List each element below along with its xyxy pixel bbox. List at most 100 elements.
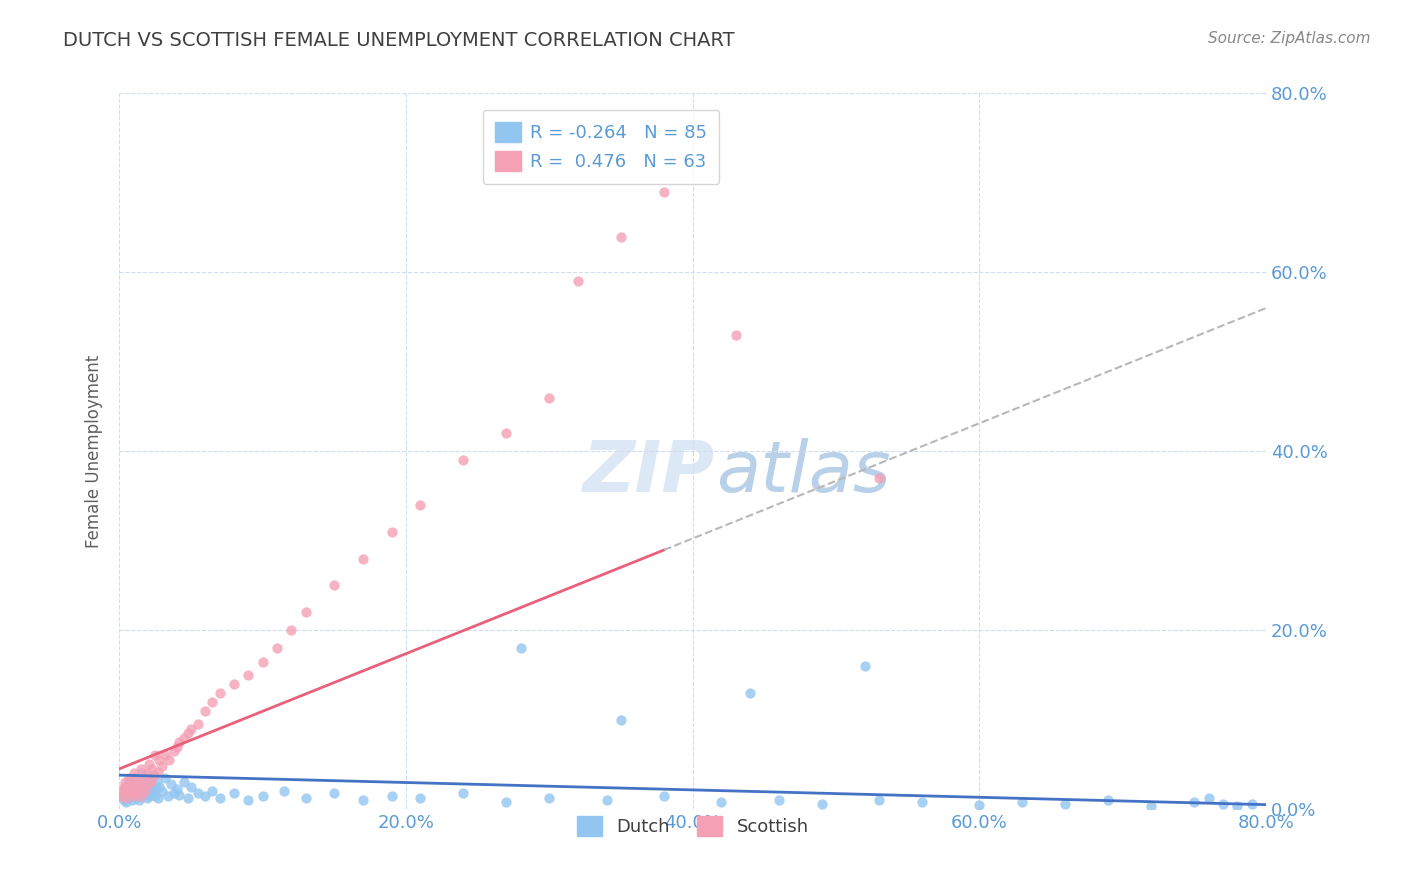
Point <box>166 739 188 754</box>
Point <box>148 780 170 794</box>
Point <box>146 791 169 805</box>
Point <box>169 788 191 802</box>
Point <box>125 786 148 800</box>
Point <box>124 784 146 798</box>
Point <box>129 782 152 797</box>
Point <box>163 744 186 758</box>
Text: DUTCH VS SCOTTISH FEMALE UNEMPLOYMENT CORRELATION CHART: DUTCH VS SCOTTISH FEMALE UNEMPLOYMENT CO… <box>63 31 735 50</box>
Point <box>187 786 209 800</box>
Point <box>150 784 173 798</box>
Point <box>352 793 374 807</box>
Point <box>139 777 162 791</box>
Point <box>194 789 217 803</box>
Point <box>153 748 176 763</box>
Point <box>768 793 790 807</box>
Point <box>538 391 561 405</box>
Point <box>150 759 173 773</box>
Point <box>495 426 517 441</box>
Point <box>127 789 149 803</box>
Point <box>122 789 145 803</box>
Point <box>252 655 274 669</box>
Point <box>201 784 224 798</box>
Point <box>135 791 157 805</box>
Point <box>381 789 404 803</box>
Text: Source: ZipAtlas.com: Source: ZipAtlas.com <box>1208 31 1371 46</box>
Text: atlas: atlas <box>716 438 890 508</box>
Point <box>118 771 141 785</box>
Point <box>148 753 170 767</box>
Point <box>118 780 141 794</box>
Point <box>110 784 132 798</box>
Point <box>810 797 832 811</box>
Point <box>120 789 142 803</box>
Point <box>141 786 163 800</box>
Point <box>115 780 138 794</box>
Point <box>127 780 149 794</box>
Point <box>114 775 136 789</box>
Point <box>125 771 148 785</box>
Point <box>136 771 159 785</box>
Point <box>122 788 145 802</box>
Point <box>145 775 167 789</box>
Point <box>124 791 146 805</box>
Point <box>125 773 148 788</box>
Point <box>146 764 169 779</box>
Point <box>187 717 209 731</box>
Point <box>180 722 202 736</box>
Point <box>134 780 156 794</box>
Point <box>132 771 155 785</box>
Point <box>538 791 561 805</box>
Point <box>141 762 163 776</box>
Point <box>610 229 633 244</box>
Point <box>122 766 145 780</box>
Point <box>117 791 139 805</box>
Point <box>868 793 890 807</box>
Point <box>124 782 146 797</box>
Point <box>173 775 195 789</box>
Point <box>156 789 179 803</box>
Point <box>121 777 143 791</box>
Point <box>132 786 155 800</box>
Point <box>135 766 157 780</box>
Point <box>1226 798 1249 813</box>
Point <box>194 704 217 718</box>
Point <box>112 793 135 807</box>
Point <box>127 780 149 794</box>
Point <box>273 784 295 798</box>
Point <box>323 578 346 592</box>
Point <box>201 695 224 709</box>
Point <box>1140 798 1163 813</box>
Point <box>122 771 145 785</box>
Point <box>111 789 134 803</box>
Point <box>911 795 934 809</box>
Point <box>222 677 245 691</box>
Point <box>131 780 153 794</box>
Point <box>1097 793 1119 807</box>
Point <box>323 786 346 800</box>
Point <box>136 777 159 791</box>
Point <box>238 668 260 682</box>
Point <box>453 786 475 800</box>
Point <box>177 791 200 805</box>
Point <box>121 793 143 807</box>
Point <box>125 786 148 800</box>
Point <box>724 327 747 342</box>
Point <box>128 793 150 807</box>
Point <box>142 768 165 782</box>
Point <box>238 793 260 807</box>
Point <box>738 686 761 700</box>
Point <box>117 784 139 798</box>
Point <box>115 795 138 809</box>
Point <box>222 786 245 800</box>
Point <box>652 185 675 199</box>
Point <box>114 786 136 800</box>
Point <box>208 686 231 700</box>
Text: ZIP: ZIP <box>583 438 716 508</box>
Point <box>129 789 152 803</box>
Point <box>409 791 432 805</box>
Point <box>143 748 166 763</box>
Point <box>138 757 160 772</box>
Point <box>595 793 617 807</box>
Point <box>177 726 200 740</box>
Point <box>868 471 890 485</box>
